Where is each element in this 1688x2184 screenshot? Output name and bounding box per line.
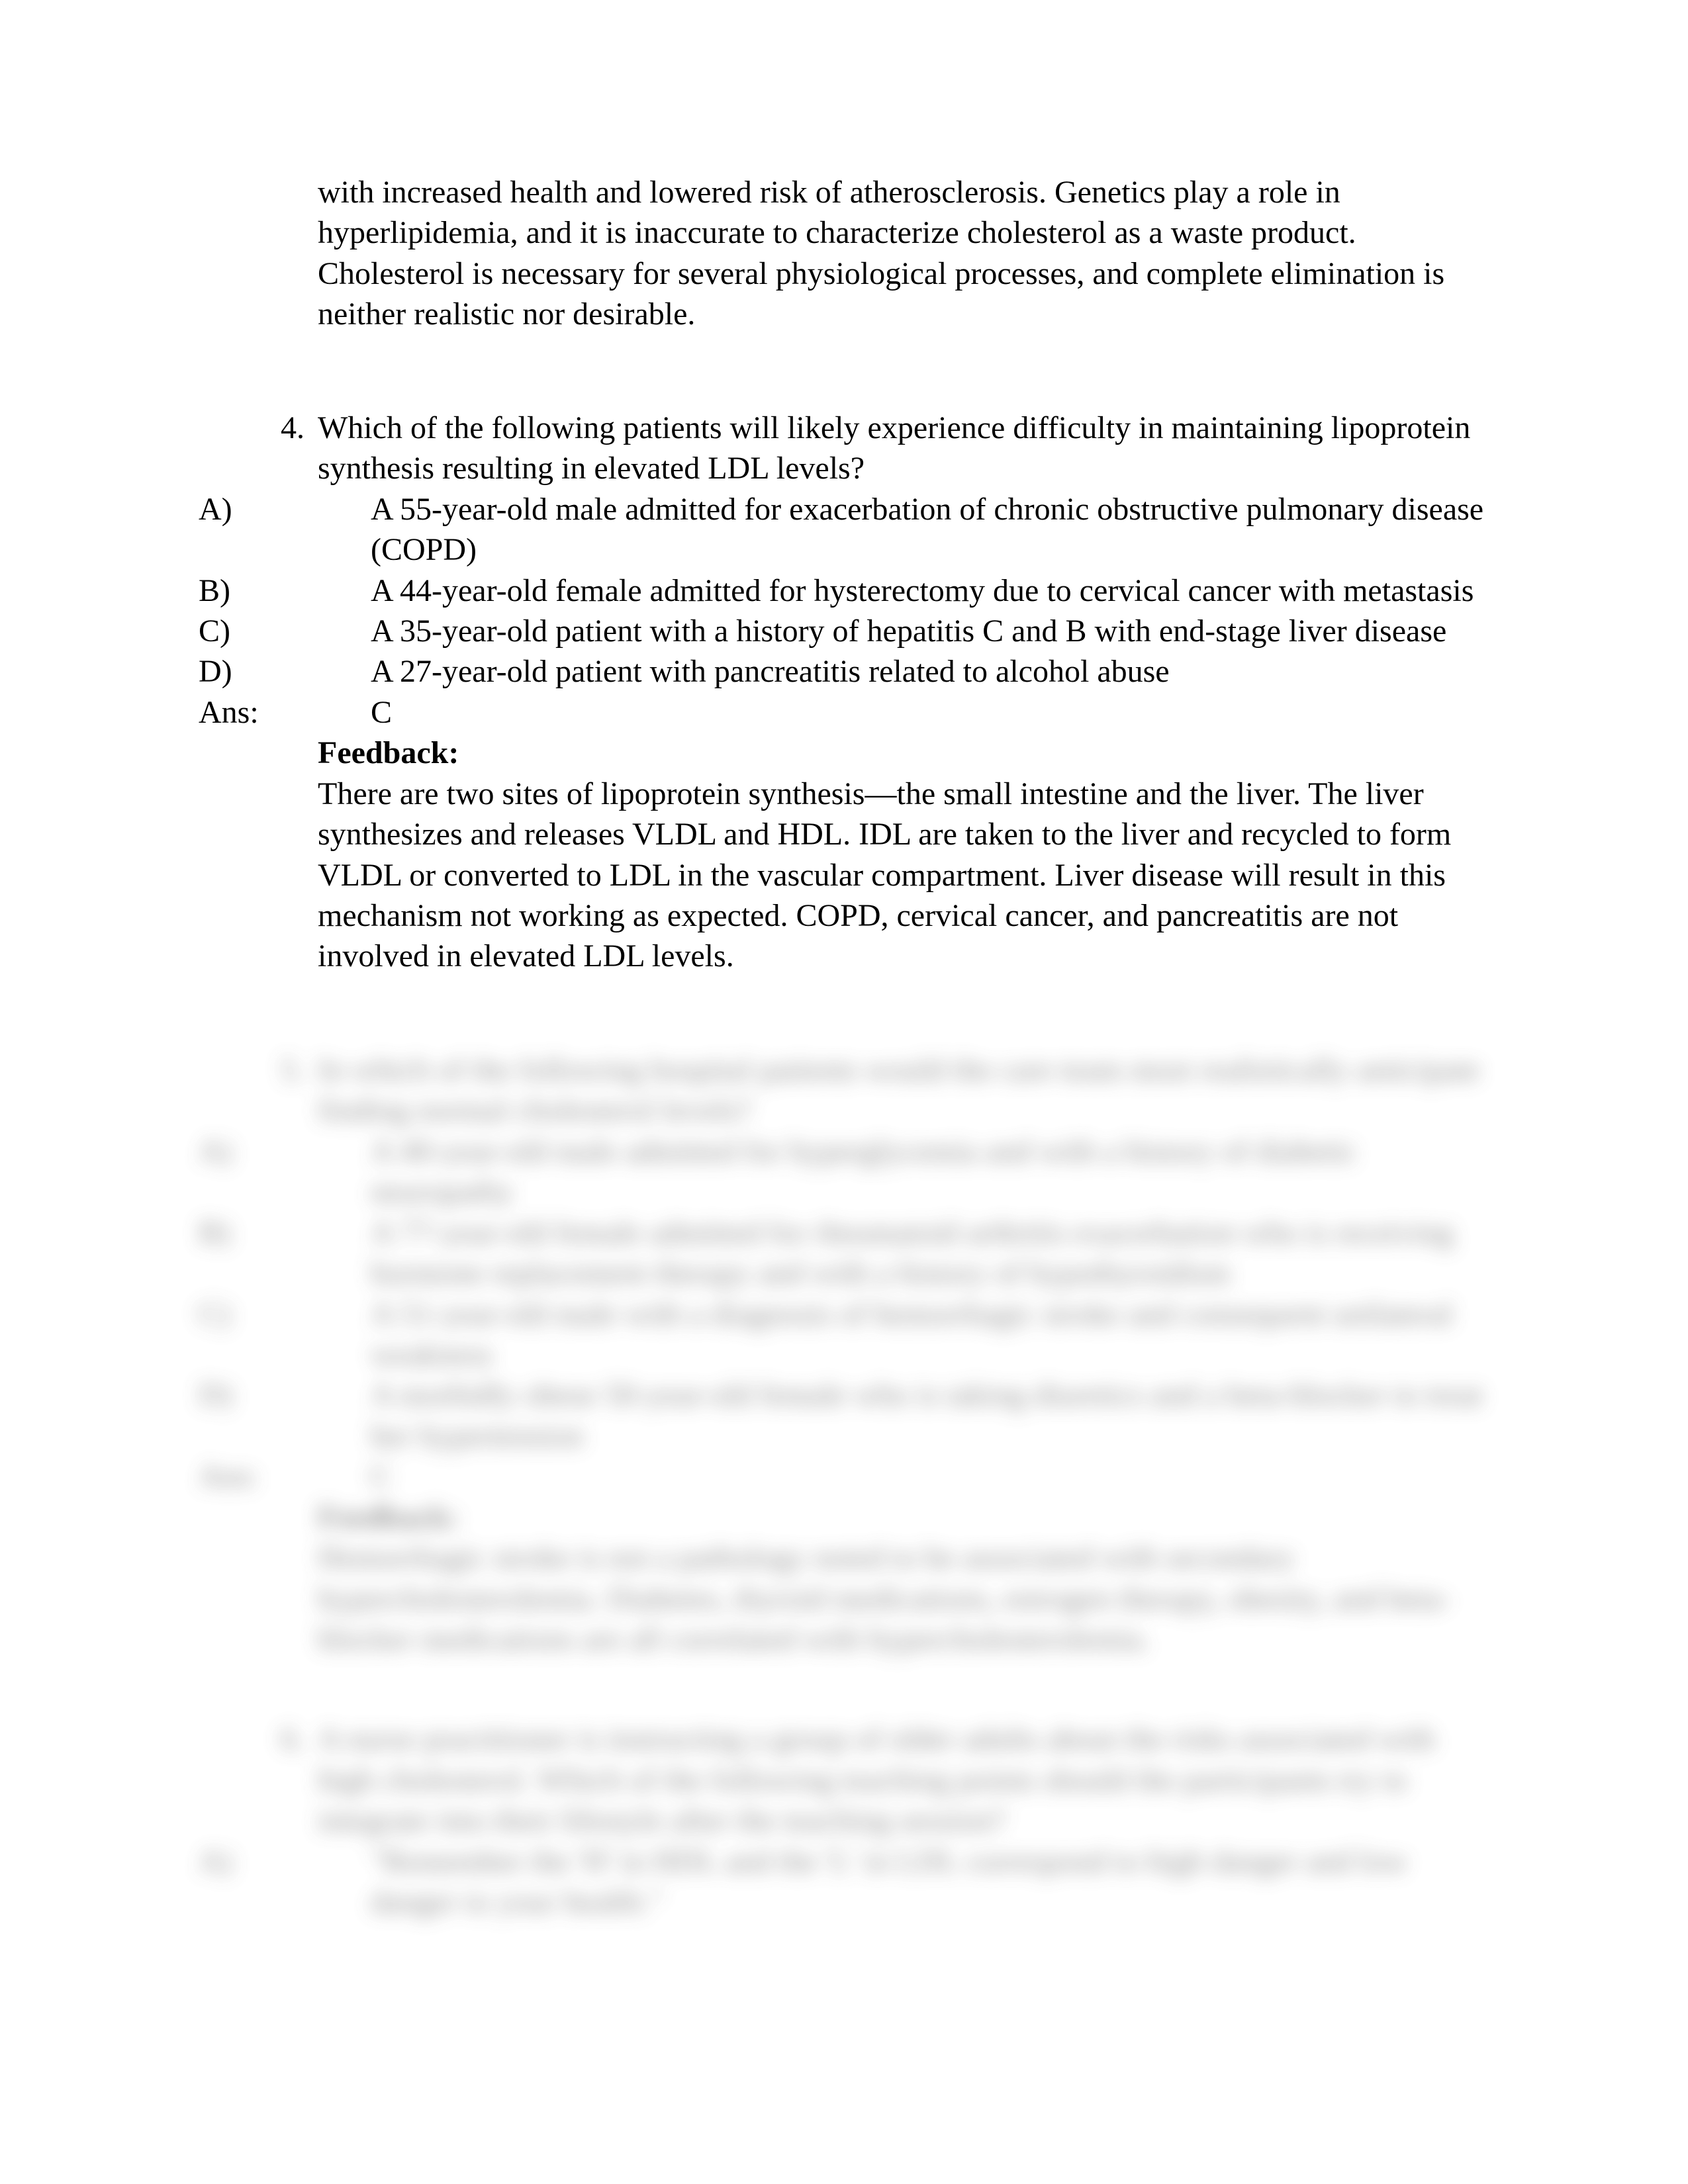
q4-feedback-label: Feedback: [318,733,1489,773]
spacer [199,1659,1489,1719]
q5-question: 5. In which of the following hospital pa… [199,1050,1489,1131]
q4-option-b-letter: B) [199,570,371,611]
q5-answer-label: Ans: [199,1456,371,1496]
q5-answer-value: C [371,1456,1489,1496]
q4-answer: Ans: C [199,692,1489,733]
q4-option-d: D) A 27-year-old patient with pancreatit… [199,651,1489,692]
q5-number: 5. [199,1050,318,1131]
q4-option-d-text: A 27-year-old patient with pancreatitis … [371,651,1489,692]
q6-option-a-letter: A) [199,1841,371,1923]
q6-question: 6. A nurse practitioner is instructing a… [199,1719,1489,1841]
q6-option-a: A) "Remember the 'H' in HDL and the 'L' … [199,1841,1489,1923]
document-page: with increased health and lowered risk o… [0,0,1688,2184]
q5-option-d: D) A morbidly obese 50-year-old female w… [199,1375,1489,1456]
q4-question-text: Which of the following patients will lik… [318,408,1489,489]
q6-option-a-text: "Remember the 'H' in HDL and the 'L' in … [371,1841,1489,1923]
q5-option-b-text: A 77-year-old female admitted for rheuma… [371,1212,1489,1294]
q6-question-text: A nurse practitioner is instructing a gr… [318,1719,1489,1841]
q4-answer-label: Ans: [199,692,371,733]
q4-option-a: A) A 55-year-old male admitted for exace… [199,489,1489,570]
q4-question: 4. Which of the following patients will … [199,408,1489,489]
q5-block-blurred: 5. In which of the following hospital pa… [199,1050,1489,1660]
q6-block-blurred: 6. A nurse practitioner is instructing a… [199,1719,1489,1922]
q5-option-a-text: A 40-year-old male admitted for hypergly… [371,1131,1489,1212]
q6-number: 6. [199,1719,318,1841]
q5-feedback-label: Feedback: [318,1497,1489,1537]
q4-option-c-letter: C) [199,611,371,651]
q4-option-a-letter: A) [199,489,371,570]
q5-option-c-text: A 51-year-old male with a diagnosis of h… [371,1294,1489,1375]
q4-answer-value: C [371,692,1489,733]
q4-option-b: B) A 44-year-old female admitted for hys… [199,570,1489,611]
q5-answer: Ans: C [199,1456,1489,1496]
spacer [199,977,1489,1050]
q5-option-c-letter: C) [199,1294,371,1375]
q4-number: 4. [199,408,318,489]
q5-question-text: In which of the following hospital patie… [318,1050,1489,1131]
q5-option-b-letter: B) [199,1212,371,1294]
q4-option-c-text: A 35-year-old patient with a history of … [371,611,1489,651]
q5-option-d-letter: D) [199,1375,371,1456]
q5-option-c: C) A 51-year-old male with a diagnosis o… [199,1294,1489,1375]
q4-option-b-text: A 44-year-old female admitted for hyster… [371,570,1489,611]
q5-option-d-text: A morbidly obese 50-year-old female who … [371,1375,1489,1456]
q4-option-a-text: A 55-year-old male admitted for exacerba… [371,489,1489,570]
q5-option-a: A) A 40-year-old male admitted for hyper… [199,1131,1489,1212]
q5-option-a-letter: A) [199,1131,371,1212]
spacer [199,335,1489,408]
q5-option-b: B) A 77-year-old female admitted for rhe… [199,1212,1489,1294]
continuation-paragraph: with increased health and lowered risk o… [318,172,1489,335]
q5-feedback-body: Hemorrhagic stroke is not a pathology no… [318,1537,1489,1659]
q4-option-d-letter: D) [199,651,371,692]
q4-feedback-body: There are two sites of lipoprotein synth… [318,774,1489,977]
q4-option-c: C) A 35-year-old patient with a history … [199,611,1489,651]
